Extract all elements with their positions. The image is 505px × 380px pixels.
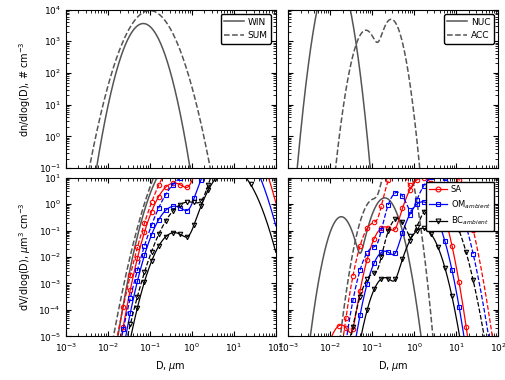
Legend: SA, OM$_{ambient}$, BC$_{ambient}$: SA, OM$_{ambient}$, BC$_{ambient}$ [425,182,493,231]
Legend: WIN, SUM: WIN, SUM [220,14,271,44]
Y-axis label: dV/dlog(D), $\mu$m$^3$ cm$^{-3}$: dV/dlog(D), $\mu$m$^3$ cm$^{-3}$ [17,203,33,311]
X-axis label: D, $\mu$m: D, $\mu$m [377,359,408,373]
Y-axis label: dn/dlog(D), # cm$^{-3}$: dn/dlog(D), # cm$^{-3}$ [17,41,33,137]
X-axis label: D, $\mu$m: D, $\mu$m [155,359,186,373]
Legend: NUC, ACC: NUC, ACC [443,14,493,44]
